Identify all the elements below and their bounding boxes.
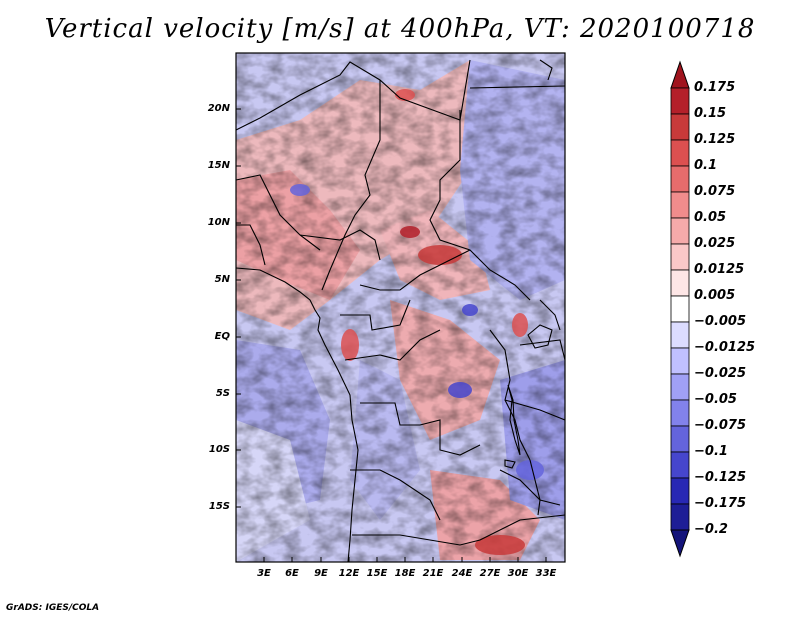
lon-label: 3E (257, 568, 271, 579)
colorbar-label: −0.1 (694, 444, 728, 459)
footer-credit: GrADS: IGES/COLA (6, 603, 100, 613)
country-borders (235, 59, 566, 563)
lon-label: 18E (394, 568, 416, 579)
colorbar-top-arrow (670, 60, 690, 89)
colorbar-label: 0.075 (694, 184, 736, 199)
lon-label: 21E (422, 568, 444, 579)
colorbar-label: 0.025 (694, 236, 736, 251)
colorbar-label: −0.125 (694, 470, 747, 485)
colorbar-segment (670, 347, 690, 375)
colorbar-segment (670, 425, 690, 453)
colorbar-segment (670, 373, 690, 401)
lon-label: 33E (535, 568, 557, 579)
colorbar-segment (670, 451, 690, 479)
colorbar-segment (670, 321, 690, 349)
colorbar-segment (670, 269, 690, 297)
colorbar-segment (670, 139, 690, 167)
lat-label: 10S (208, 444, 230, 455)
colorbar-label: −0.025 (694, 366, 747, 381)
colorbar-label: −0.075 (694, 418, 747, 433)
colorbar-segment (670, 217, 690, 245)
lon-label: 15E (366, 568, 388, 579)
colorbar (670, 60, 690, 558)
lon-label: 24E (451, 568, 473, 579)
colorbar-label: −0.0125 (694, 340, 756, 355)
colorbar-segment (670, 87, 690, 115)
colorbar-label: 0.175 (694, 80, 736, 95)
colorbar-label: −0.175 (694, 496, 747, 511)
colorbar-label: 0.0125 (694, 262, 745, 277)
lat-label: 5N (214, 274, 230, 285)
colorbar-label: −0.2 (694, 522, 728, 537)
lat-label: EQ (214, 331, 230, 342)
colorbar-bottom-arrow (670, 529, 690, 558)
colorbar-segment (670, 399, 690, 427)
colorbar-segment (670, 165, 690, 193)
lat-label: 15S (208, 501, 230, 512)
map-frame (235, 52, 566, 563)
colorbar-segment (670, 477, 690, 505)
lat-label: 20N (207, 103, 230, 114)
colorbar-label: 0.125 (694, 132, 736, 147)
lat-label: 5S (215, 388, 230, 399)
colorbar-segment (670, 243, 690, 271)
lat-label: 10N (207, 217, 230, 228)
lon-label: 9E (314, 568, 328, 579)
vertical-velocity-field (236, 53, 565, 562)
colorbar-label: 0.005 (694, 288, 736, 303)
colorbar-segment (670, 503, 690, 531)
map-title: Vertical velocity [m/s] at 400hPa, VT: 2… (44, 14, 756, 44)
tick-marks (236, 108, 547, 562)
colorbar-label: 0.1 (694, 158, 718, 173)
lon-label: 30E (507, 568, 529, 579)
lon-label: 12E (338, 568, 360, 579)
lon-label: 27E (479, 568, 501, 579)
colorbar-label: −0.05 (694, 392, 737, 407)
colorbar-segment (670, 295, 690, 323)
colorbar-label: 0.05 (694, 210, 727, 225)
colorbar-label: −0.005 (694, 314, 747, 329)
colorbar-segment (670, 191, 690, 219)
lon-label: 6E (285, 568, 299, 579)
colorbar-label: 0.15 (694, 106, 727, 121)
lat-label: 15N (207, 160, 230, 171)
colorbar-segment (670, 113, 690, 141)
